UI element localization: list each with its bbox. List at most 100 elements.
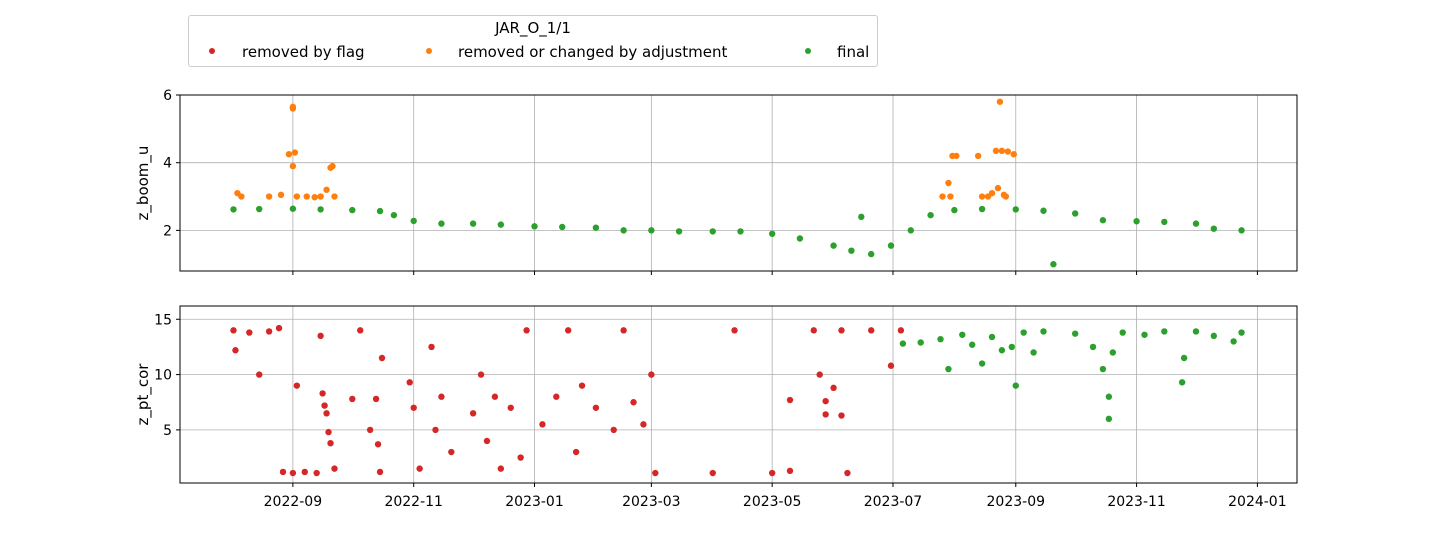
y-tick-label-p0-1: 4 [163,156,172,172]
point-p0-s0-37 [1238,227,1245,234]
point-p1-s0-22 [374,441,382,448]
point-p1-s1-0 [899,340,907,347]
point-p1-s0-25 [406,379,413,386]
point-p0-s1-22 [974,152,982,160]
point-p0-s0-13 [592,224,600,231]
point-p1-s0-37 [507,404,514,411]
point-p0-s1-15 [329,162,336,170]
point-p0-s0-35 [1192,220,1200,227]
point-p1-s1-24 [1180,354,1188,362]
point-p0-s0-8 [438,220,445,227]
x-tick-label-4: 2023-05 [743,494,802,510]
point-p1-s1-20 [1119,329,1126,336]
point-p1-s1-4 [959,331,966,338]
y-tick-label-p1-0: 5 [163,423,172,439]
point-p0-s0-0 [230,206,237,213]
legend-title: JAR_O_1/1 [495,19,571,37]
point-p1-s0-1 [232,347,239,354]
point-p0-s0-10 [497,221,505,228]
point-p1-s0-6 [279,468,287,476]
point-p1-s1-18 [1105,415,1113,423]
point-p0-s1-30 [1004,148,1012,155]
point-p1-s0-9 [301,468,308,476]
point-p1-s0-50 [648,371,655,378]
point-p0-s0-14 [620,227,627,234]
point-p1-s1-28 [1238,329,1245,336]
y-axis-label-1: z_pt_cor [134,363,153,426]
point-p0-s0-2 [289,205,297,212]
point-p0-s1-32 [994,184,1002,192]
axes-frame-1 [179,305,1298,484]
point-p1-s0-29 [432,426,439,434]
point-p0-s1-7 [291,149,299,156]
point-p1-s0-21 [372,395,380,403]
point-p1-s0-4 [265,328,273,335]
legend: JAR_O_1/1 removed by flag removed or cha… [188,15,878,67]
point-p1-s0-31 [448,448,455,456]
point-p1-s1-23 [1178,379,1186,386]
point-p1-s0-33 [477,371,485,378]
point-p1-s0-49 [640,421,647,428]
point-p0-s0-31 [1071,210,1079,217]
point-p0-s0-7 [410,217,417,225]
point-p1-s1-9 [1008,343,1016,351]
point-p1-s0-32 [469,410,477,417]
point-p1-s0-20 [366,426,374,434]
point-p0-s0-21 [830,242,837,249]
point-p1-s1-22 [1161,328,1168,335]
point-p0-s1-16 [331,193,338,200]
y-tick-label-p1-2: 15 [154,312,172,328]
y-tick-label-p1-1: 10 [154,368,172,384]
point-p1-s1-12 [1030,349,1037,356]
point-p0-s1-27 [996,98,1004,105]
point-p0-s1-2 [265,193,273,200]
point-p0-s0-22 [848,247,855,254]
point-p0-s0-25 [907,227,915,234]
point-p0-s0-36 [1210,225,1218,232]
y-axis-label-0: z_boom_u [134,146,153,221]
x-tick-label-5: 2023-07 [864,494,923,510]
legend-marker-final [805,48,811,54]
point-p1-s1-25 [1192,328,1200,335]
point-p0-s1-19 [947,193,954,200]
point-p0-s0-11 [531,223,538,230]
point-p0-s0-16 [675,228,683,235]
point-p0-s1-11 [311,194,318,201]
point-p0-s0-23 [867,250,875,258]
point-p1-s0-5 [275,324,283,332]
point-p1-s0-3 [256,371,263,378]
point-p1-s1-16 [1099,365,1107,373]
point-p1-s0-43 [572,448,580,456]
point-p0-s0-29 [1012,206,1019,213]
point-p1-s1-14 [1071,330,1079,337]
point-p1-s1-8 [998,347,1006,354]
point-p0-s0-6 [390,211,398,219]
point-p1-s0-46 [610,426,617,434]
point-p0-s1-21 [953,152,960,160]
point-p0-s0-34 [1161,218,1168,226]
point-p1-s0-38 [517,454,524,461]
point-p1-s0-18 [349,395,356,403]
point-p0-s0-15 [648,227,655,234]
point-p1-s0-12 [319,390,326,397]
point-p0-s1-6 [289,105,297,112]
point-p1-s0-51 [652,469,659,477]
point-p0-s0-12 [559,223,566,231]
point-p1-s1-1 [917,339,924,346]
point-p1-s0-55 [786,467,794,475]
point-p1-s0-63 [838,412,845,419]
point-p0-s1-3 [277,191,285,199]
point-p1-s1-15 [1089,343,1097,351]
point-p0-s1-9 [293,193,301,200]
x-tick-label-0: 2022-09 [264,494,323,510]
point-p0-s0-33 [1133,218,1140,225]
point-p1-s0-48 [630,399,637,406]
point-p1-s0-56 [786,396,794,404]
point-p1-s1-21 [1141,331,1148,338]
point-p0-s1-12 [317,193,324,200]
point-p0-s1-25 [988,189,996,197]
point-p0-s0-5 [376,207,384,215]
point-p1-s0-30 [438,393,445,400]
point-p1-s0-41 [553,393,560,400]
